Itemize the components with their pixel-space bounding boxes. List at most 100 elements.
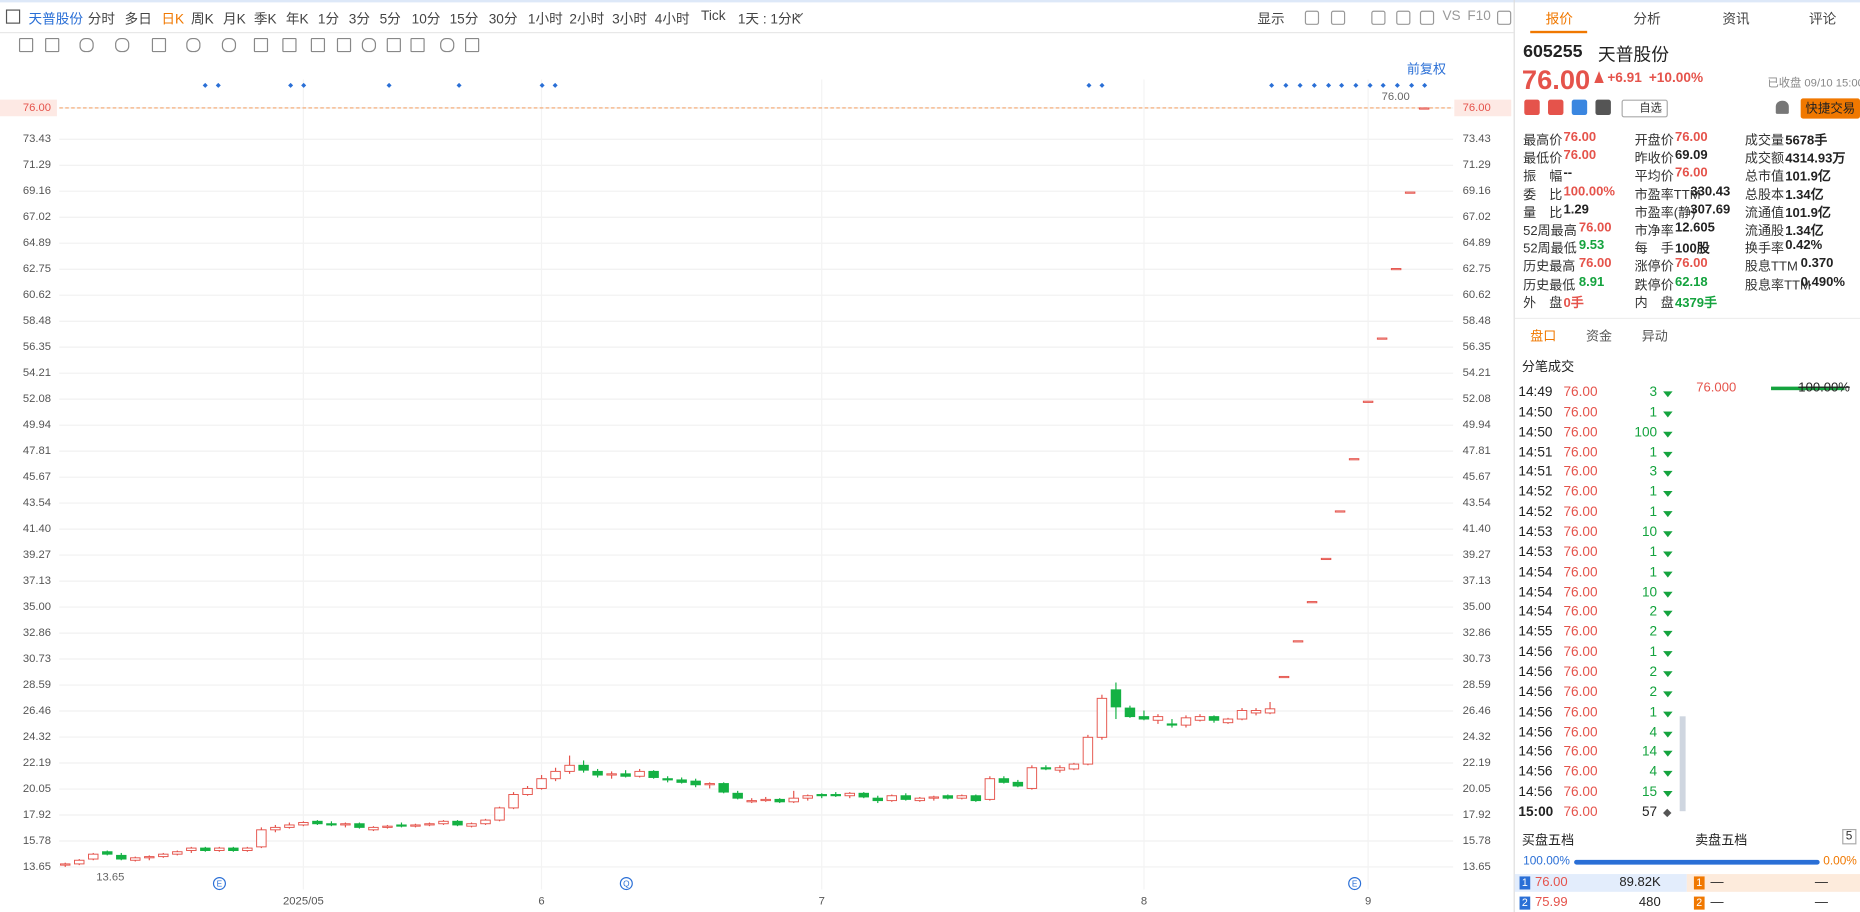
candle-body: [158, 853, 169, 858]
timeframe-tab[interactable]: 1天 : 1分K: [737, 13, 801, 28]
stat-value: 4314.93万: [1785, 152, 1846, 167]
panel-tab[interactable]: 分析: [1633, 13, 1661, 28]
bid-title: 买盘五档: [1521, 833, 1575, 848]
tool-icon[interactable]: [221, 37, 237, 53]
tool-icon[interactable]: [253, 37, 269, 53]
trade-time: 14:56: [1518, 745, 1553, 760]
timeframe-tab[interactable]: 1小时: [527, 13, 563, 28]
y-tick-label-right: 52.08: [1463, 393, 1491, 405]
stat-label: 平均价: [1634, 170, 1674, 185]
timeframe-tab[interactable]: 3分: [348, 13, 370, 28]
trade-time: 14:50: [1518, 425, 1553, 440]
tool-icon[interactable]: [410, 37, 425, 53]
timeframe-tab[interactable]: 1分: [317, 13, 340, 28]
panel-tab[interactable]: 资讯: [1722, 13, 1750, 28]
tool-icon[interactable]: [45, 37, 60, 53]
y-tick-label-right: 32.86: [1463, 627, 1491, 639]
candle-body: [564, 764, 575, 772]
tool-icon[interactable]: [386, 37, 401, 53]
panel-tab[interactable]: 评论: [1808, 13, 1837, 28]
toolbar-action[interactable]: F10: [1467, 9, 1491, 24]
stat-value: 76.00: [1674, 130, 1708, 145]
timeframe-tab[interactable]: 分时: [87, 13, 116, 28]
badge-icon: [1548, 99, 1564, 116]
trade-volume: 4: [1649, 765, 1658, 780]
tool-icon[interactable]: [18, 37, 34, 53]
candle-body: [830, 794, 841, 797]
timeframe-tab[interactable]: 年K: [285, 13, 309, 28]
timeframe-tab[interactable]: 3小时: [612, 13, 647, 28]
tool-icon[interactable]: [282, 37, 297, 53]
timeframe-tab[interactable]: 4小时: [654, 13, 690, 28]
candle-body: [508, 794, 519, 809]
ratio-bar: [1574, 859, 1820, 865]
trade-dir: [1663, 611, 1673, 618]
tool-icon[interactable]: [336, 37, 352, 53]
tool-icon[interactable]: [361, 37, 377, 53]
toolbar-icon[interactable]: [1396, 10, 1411, 25]
timeframe-tab[interactable]: 多日: [124, 13, 152, 28]
candle-body: [60, 863, 71, 866]
trade-dir: [1663, 511, 1673, 518]
tool-icon[interactable]: [464, 37, 480, 53]
timeframe-tab[interactable]: 2小时: [569, 13, 605, 28]
sub-tab[interactable]: 资金: [1585, 329, 1613, 344]
sidebar-icon[interactable]: [5, 9, 21, 24]
toolbar-action[interactable]: VS: [1442, 9, 1461, 24]
trade-volume: 1: [1649, 705, 1658, 720]
candle-body: [172, 851, 183, 855]
event-icon-label: E: [217, 878, 223, 888]
adjust-label[interactable]: 前复权: [1407, 61, 1446, 76]
stat-value: 1.29: [1563, 202, 1589, 217]
trade-btn[interactable]: 快捷交易: [1800, 98, 1860, 119]
bell-icon[interactable]: [1775, 100, 1789, 114]
timeframe-tab[interactable]: 10分: [411, 13, 441, 28]
trade-dir: [1663, 691, 1673, 698]
timeframe-tab[interactable]: 天普股份: [28, 13, 84, 28]
candle-body: [1334, 510, 1346, 513]
event-dot: [1353, 82, 1359, 88]
candle-body: [704, 783, 715, 786]
toolbar-icon[interactable]: [1304, 10, 1320, 25]
tool-icon[interactable]: [79, 37, 94, 53]
sub-tab[interactable]: 异动: [1641, 329, 1668, 344]
y-tick-label: 15.78: [23, 835, 51, 847]
trade-volume: 10: [1641, 525, 1658, 540]
timeframe-tab[interactable]: 日K: [161, 13, 185, 28]
scrollbar: [1679, 716, 1686, 812]
toolbar-icon[interactable]: [1497, 10, 1512, 25]
toolbar-icon[interactable]: [1419, 10, 1435, 25]
tool-icon[interactable]: [440, 37, 455, 53]
tool-icon[interactable]: [151, 37, 167, 53]
watch-btn[interactable]: 自选: [1621, 99, 1668, 118]
timeframe-tab[interactable]: 5分: [379, 13, 401, 28]
tool-icon[interactable]: [310, 37, 326, 53]
top-stripe: [0, 0, 1860, 3]
y-tick-label-right: 22.19: [1463, 757, 1491, 769]
sub-tab[interactable]: 盘口: [1530, 329, 1557, 344]
timeframe-tab[interactable]: 15分: [449, 13, 479, 28]
toolbar-icon[interactable]: [1330, 10, 1346, 25]
bid-volume: 89.82K: [1619, 875, 1661, 890]
y-tick-label-right: 28.59: [1463, 679, 1491, 691]
toolbar-icon[interactable]: [1371, 10, 1386, 25]
tool-icon[interactable]: [115, 37, 130, 53]
levels-btn[interactable]: 5: [1842, 828, 1856, 845]
candle-body: [970, 795, 982, 802]
timeframe-tab[interactable]: 周K: [190, 13, 214, 28]
x-tick-label: 6: [538, 895, 544, 907]
trade-price: 76.00: [1563, 705, 1598, 720]
trade-volume: 1: [1649, 645, 1658, 660]
event-dot: [1339, 82, 1345, 88]
timeframe-tab[interactable]: 季K: [253, 13, 277, 28]
timeframe-tab[interactable]: Tick: [701, 9, 726, 24]
tool-icon[interactable]: [186, 37, 201, 53]
candle-body: [1292, 640, 1304, 643]
dist-price: 76.000: [1696, 380, 1737, 395]
timeframe-tab[interactable]: 月K: [223, 13, 246, 28]
candle-body: [466, 823, 477, 827]
panel-tab[interactable]: 报价: [1545, 13, 1573, 28]
timeframe-tab[interactable]: 30分: [488, 13, 518, 28]
trade-price: 76.00: [1563, 645, 1598, 660]
toolbar-action[interactable]: 显示: [1257, 13, 1285, 28]
